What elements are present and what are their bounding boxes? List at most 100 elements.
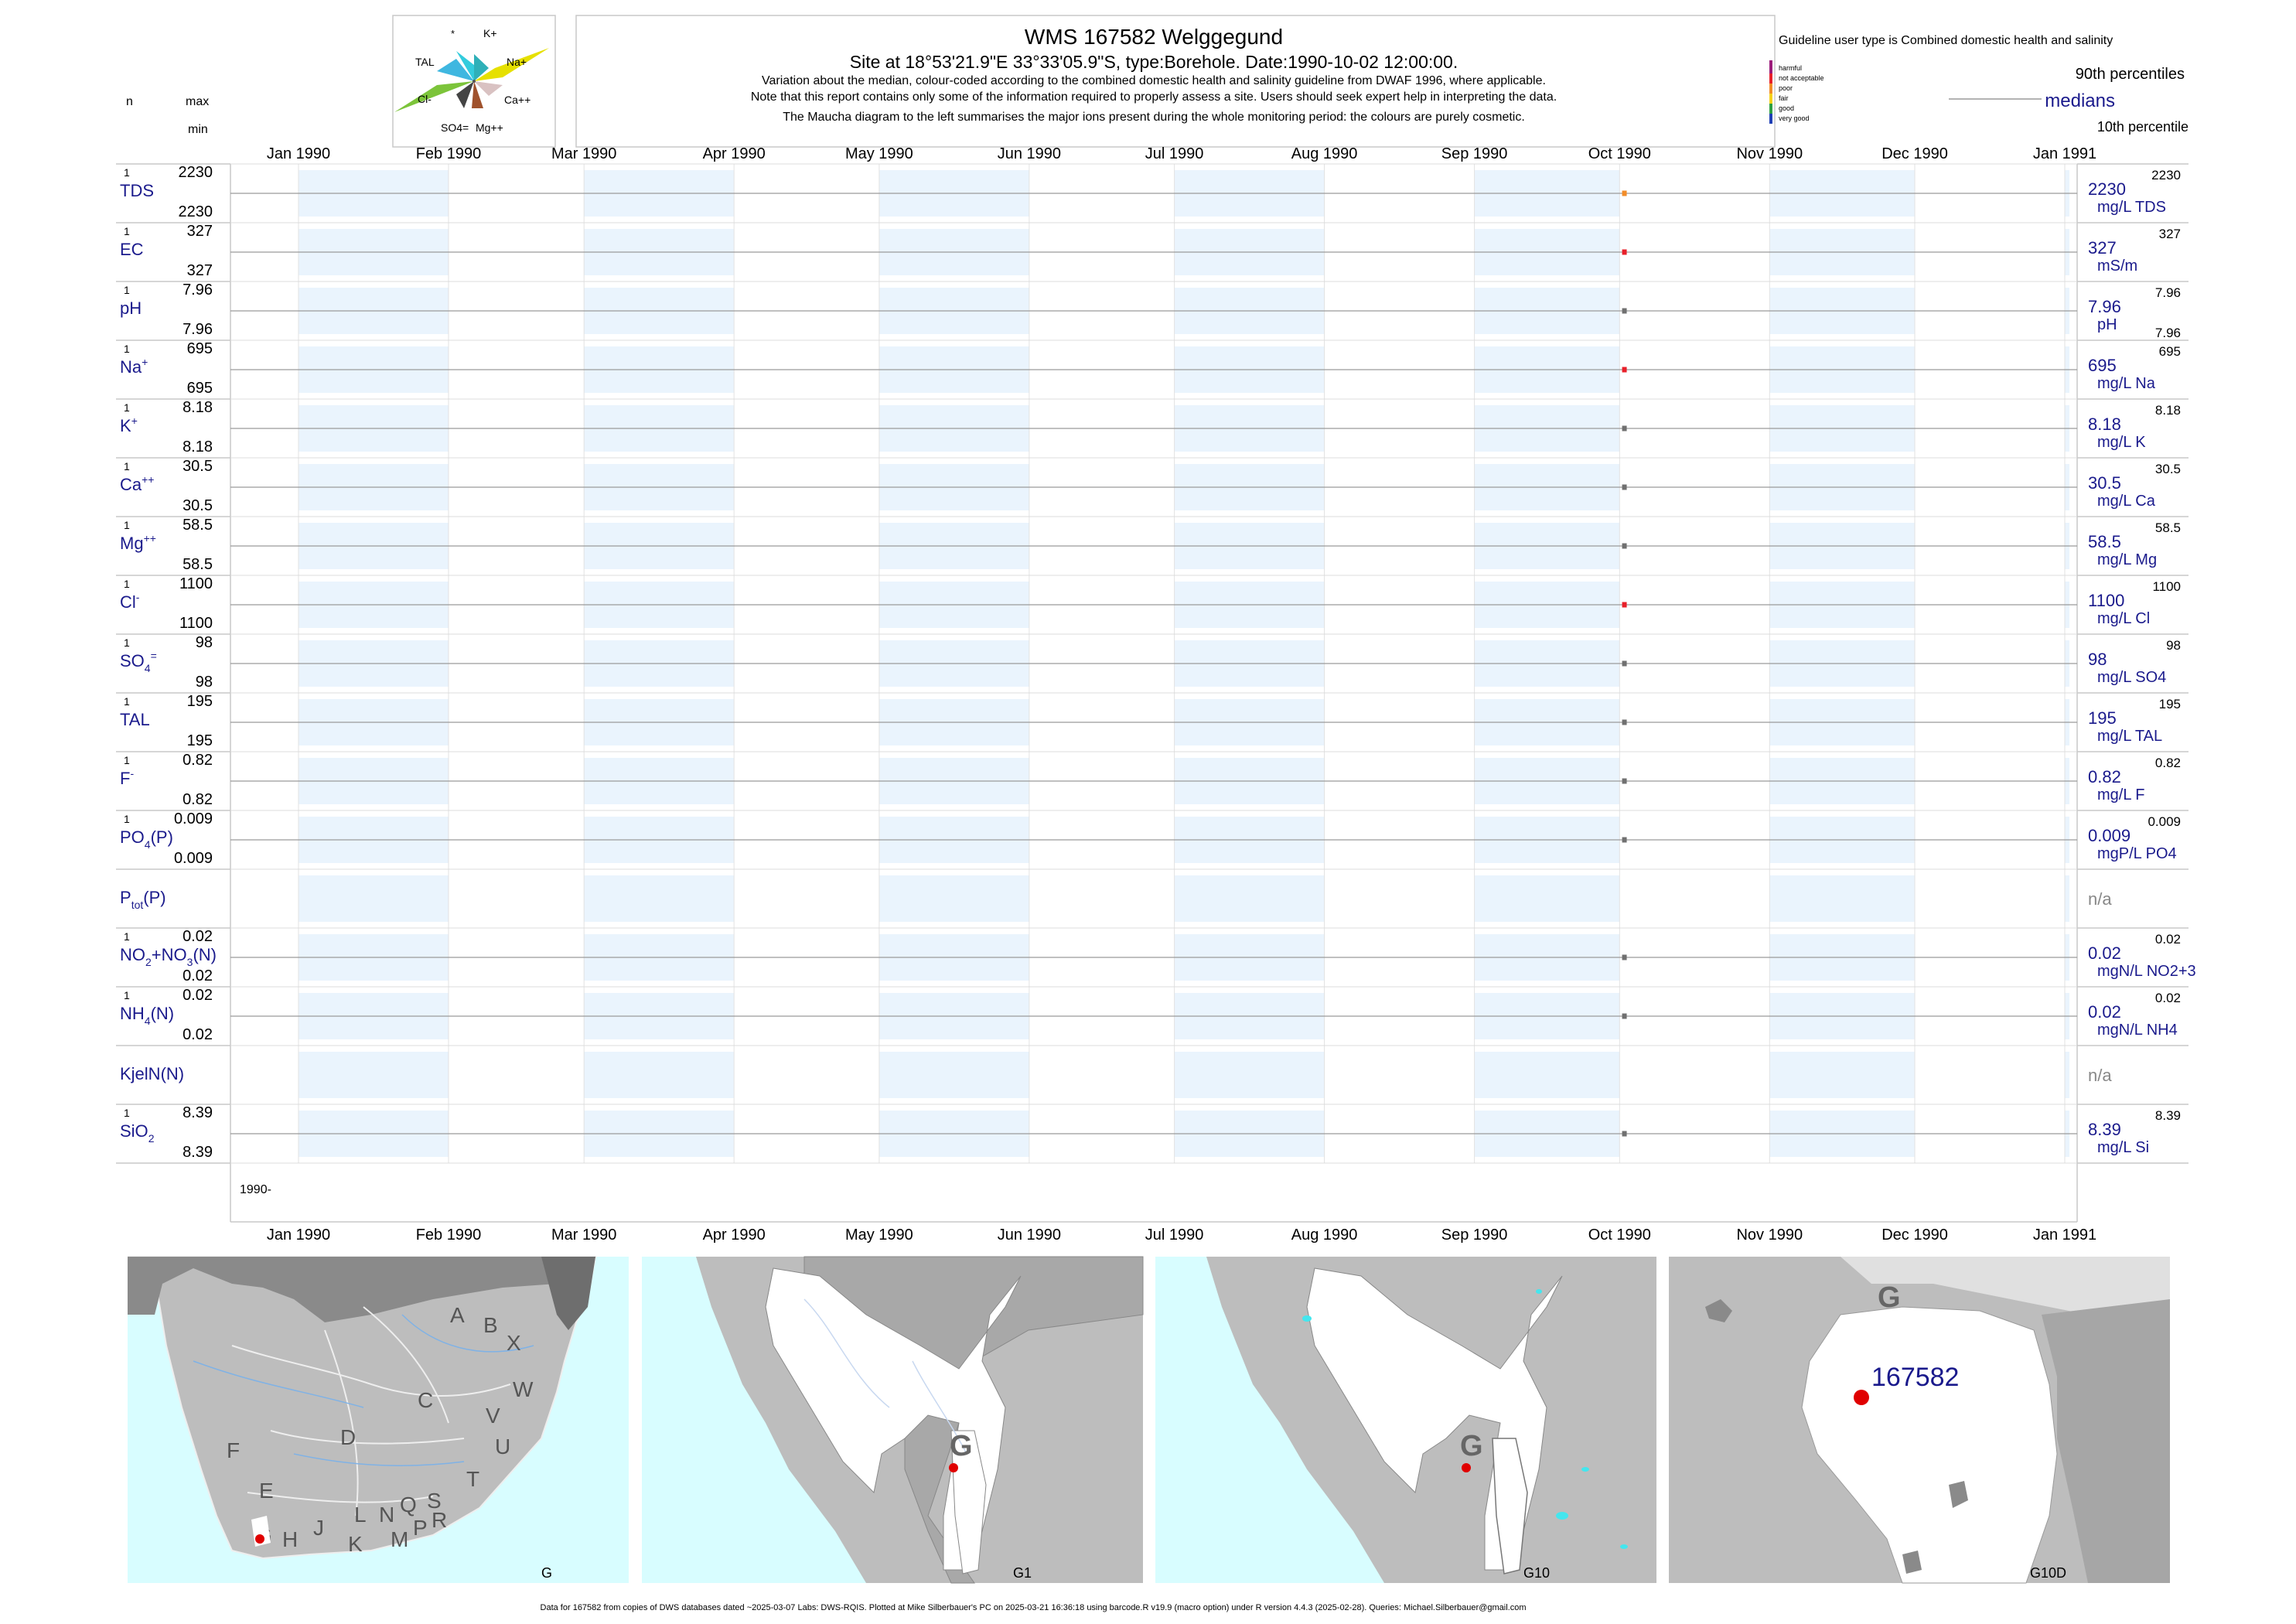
row-unit: mg/L Ca (2097, 493, 2156, 510)
row-n: 1 (124, 695, 130, 708)
row-p90-value: 695 (2159, 344, 2181, 359)
map-region-letter: U (495, 1435, 510, 1459)
sample-point (1622, 660, 1627, 667)
month-tick-label: Nov 1990 (1736, 1227, 1803, 1244)
parameter-label: PO4​(P) (120, 827, 173, 851)
maucha-label-cl: Cl- (418, 93, 432, 105)
maucha-sector-tal (437, 59, 474, 81)
row-max: 0.02 (183, 987, 213, 1004)
maucha-sector-cl (394, 81, 474, 112)
map-site-dot (255, 1534, 264, 1544)
row-n: 1 (124, 813, 130, 825)
map-region-g10 (1492, 1438, 1528, 1575)
row-unit: mg/L Mg (2097, 551, 2157, 568)
maucha-sector-k (474, 54, 489, 81)
month-shade (878, 875, 1029, 922)
parameter-label: EC (120, 240, 144, 259)
row-min: 7.96 (183, 321, 213, 338)
row-median-value: 2230 (2088, 179, 2126, 199)
row-p90-value: 327 (2159, 227, 2181, 241)
sample-point (1622, 1013, 1627, 1019)
row-median-value: 30.5 (2088, 473, 2121, 493)
sample-point (1622, 778, 1627, 784)
map-region-label: G (950, 1430, 973, 1462)
parameter-label: Cl-​ (120, 591, 140, 612)
parameter-label: NO2​+NO3​(N) (120, 945, 217, 968)
month-shade (1174, 1052, 1325, 1098)
map-caption-2: G1 (1013, 1565, 1032, 1581)
row-unit: mg/L TAL (2097, 728, 2162, 745)
row-max: 0.82 (183, 752, 213, 769)
month-tick-label: Jan 1990 (267, 1227, 330, 1244)
row-unit: mS/m (2097, 258, 2137, 275)
maucha-sector-star (456, 51, 474, 81)
month-shade (1474, 1052, 1620, 1098)
month-shade (584, 875, 735, 922)
sample-point (1622, 249, 1627, 255)
legend-swatch (1769, 63, 1772, 73)
parameter-label: Ptot​(P) (120, 888, 166, 911)
parameter-row: KjelN(N) n/a (116, 1045, 2189, 1085)
row-max: 0.009 (174, 810, 213, 827)
row-max: 8.18 (183, 399, 213, 416)
month-tick-label: Jan 1990 (267, 145, 330, 162)
row-unit: mg/L SO4 (2097, 669, 2166, 686)
row-p90-value: 8.39 (2155, 1108, 2181, 1123)
row-max: 58.5 (183, 517, 213, 534)
maucha-sector-mg (472, 81, 483, 108)
title-frame (575, 15, 1776, 148)
row-median-value: 58.5 (2088, 532, 2121, 551)
row-median-value: 195 (2088, 708, 2117, 728)
row-n: 1 (124, 519, 130, 531)
map-catchment-boundaries (231, 1306, 511, 1517)
legend: Guideline user type is Combined domestic… (1769, 34, 2189, 135)
sample-point (1622, 367, 1627, 373)
month-tick-label: Jul 1990 (1145, 1227, 1204, 1244)
guideline-classes: harmful not acceptable poor fair good very go… (1769, 60, 1824, 124)
map-region-letter: C (418, 1388, 433, 1412)
map-caption-3: G10 (1523, 1565, 1550, 1581)
sample-point (1622, 425, 1627, 432)
map-site-dot (1462, 1463, 1471, 1472)
row-unit: mgP/L PO4 (2097, 845, 2177, 862)
row-min: 0.02 (183, 1026, 213, 1043)
map-region-letter: B (483, 1313, 498, 1337)
parameter-label: K+​ (120, 415, 138, 435)
row-median-value: 8.39 (2088, 1120, 2121, 1139)
row-p90-value: 8.18 (2155, 403, 2181, 418)
row-max: 0.02 (183, 928, 213, 945)
month-shade (299, 1052, 449, 1098)
row-max: 1100 (179, 575, 213, 592)
map-region-letter: A (450, 1303, 465, 1327)
row-unit: pH (2097, 316, 2117, 333)
month-tick-label: Mar 1990 (551, 1227, 617, 1244)
sample-point (1622, 719, 1627, 725)
map-rivers (803, 1298, 967, 1455)
month-tick-label: Jan 1991 (2033, 145, 2096, 162)
map-region-g10c (1841, 1257, 2170, 1315)
row-median-value: 98 (2088, 650, 2107, 669)
month-tick-label: May 1990 (845, 145, 913, 162)
map-caption-4: G10D (2030, 1565, 2066, 1581)
map-region-letter: T (466, 1467, 479, 1491)
row-min: 8.18 (183, 438, 213, 455)
map-region-letter: H (282, 1527, 298, 1551)
min-header: min (188, 123, 208, 136)
month-shade (1174, 875, 1325, 922)
map-region-letter: R (432, 1508, 447, 1532)
row-p90-value: 7.96 (2155, 285, 2181, 300)
month-shade (1769, 875, 1916, 922)
map-region-label: G (1878, 1281, 1901, 1314)
row-median-value: 695 (2088, 356, 2117, 375)
legend-swatch (1769, 104, 1772, 114)
map-region-letter: K (348, 1532, 363, 1556)
row-min: 0.02 (183, 967, 213, 984)
